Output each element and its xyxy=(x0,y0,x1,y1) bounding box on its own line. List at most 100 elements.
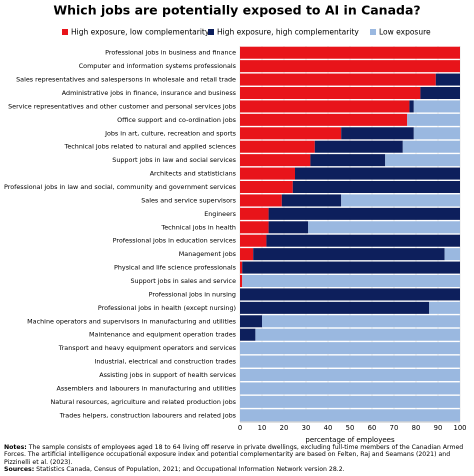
sources-body: Statistics Canada, Census of Population,… xyxy=(36,466,345,474)
bar-segment xyxy=(314,140,403,153)
bar-segment xyxy=(444,248,460,261)
bar-segment xyxy=(240,113,408,126)
bar-segment xyxy=(240,274,243,288)
y-tick-label: Professional jobs in health (except nurs… xyxy=(98,304,236,312)
x-tick-label: 10 xyxy=(258,424,267,432)
bar-segment xyxy=(242,261,460,274)
bar-segment xyxy=(409,100,414,113)
bar-segment xyxy=(341,127,414,140)
x-tick-label: 30 xyxy=(302,424,311,432)
y-tick-label: Physical and life science professionals xyxy=(114,264,237,272)
bar-segment xyxy=(240,301,430,314)
bar-segment xyxy=(240,221,269,234)
bar-segment xyxy=(255,328,460,341)
bar-segment xyxy=(295,167,460,180)
y-tick-label: Service representatives and other custom… xyxy=(8,102,237,110)
y-tick-label: Industrial, electrical and construction … xyxy=(94,358,236,366)
bar-segment xyxy=(266,234,460,247)
chart-title: Which jobs are potentially exposed to AI… xyxy=(53,3,420,18)
notes-body: The sample consists of employees aged 18… xyxy=(4,444,464,466)
bar-segment xyxy=(240,261,243,274)
bar-segment xyxy=(240,368,460,382)
bar-segment xyxy=(420,86,460,100)
y-tick-label: Sales representatives and salespersons i… xyxy=(16,76,236,84)
bar-segment xyxy=(240,248,254,261)
bar-segment xyxy=(262,315,460,328)
y-tick-label: Professional jobs in nursing xyxy=(149,290,236,298)
bar-segment xyxy=(240,154,311,167)
sources-label: Sources: xyxy=(4,466,35,474)
bar-segment xyxy=(308,221,460,234)
bar-segment xyxy=(310,154,386,167)
notes-text: Notes: The sample consists of employees … xyxy=(4,444,470,466)
x-tick-label: 80 xyxy=(412,424,421,432)
y-tick-label: Architects and statisticians xyxy=(150,170,237,178)
bar-segment xyxy=(240,328,256,341)
y-tick-label: Professional jobs in business and financ… xyxy=(105,49,236,57)
bar-segment xyxy=(240,46,460,59)
legend-label: High exposure, high complementarity xyxy=(217,28,359,37)
x-axis-label: percentage of employees xyxy=(305,436,395,444)
y-tick-label: Support jobs in law and social services xyxy=(112,156,236,164)
bar-segment xyxy=(435,73,460,86)
y-tick-label: Natural resources, agriculture and relat… xyxy=(51,398,237,406)
x-tick-label: 70 xyxy=(390,424,399,432)
bar-segment xyxy=(240,342,460,355)
bar-segment xyxy=(292,180,460,194)
x-tick-label: 90 xyxy=(434,424,443,432)
bar-segment xyxy=(268,207,460,220)
bar-segment xyxy=(281,194,342,207)
bar-segment xyxy=(240,86,421,100)
x-tick-label: 0 xyxy=(238,424,242,432)
legend-label: Low exposure xyxy=(379,28,431,37)
y-tick-label: Technical jobs related to natural and ap… xyxy=(64,143,237,151)
y-tick-label: Machine operators and supervisors in man… xyxy=(27,317,236,325)
bar-segment xyxy=(240,180,293,194)
y-tick-label: Sales and service supervisors xyxy=(141,196,236,204)
notes-label: Notes: xyxy=(4,444,27,451)
bar-segment xyxy=(240,234,267,247)
y-tick-label: Administrative jobs in finance, insuranc… xyxy=(62,89,237,97)
y-tick-label: Computer and information systems profess… xyxy=(79,62,237,70)
bar-segment xyxy=(253,248,445,261)
bar-segment xyxy=(240,60,460,73)
bar-segment xyxy=(341,194,460,207)
bar-segment xyxy=(240,409,460,422)
legend-swatch xyxy=(208,29,214,35)
bar-segment xyxy=(240,355,460,368)
bar-segment xyxy=(242,274,460,288)
bar-segment xyxy=(240,395,460,408)
bar-segment xyxy=(413,100,460,113)
y-tick-label: Support jobs in sales and service xyxy=(130,277,236,285)
x-tick-label: 20 xyxy=(280,424,289,432)
y-tick-label: Technical jobs in health xyxy=(160,223,236,231)
y-tick-label: Engineers xyxy=(204,210,236,218)
notes: Notes: The sample consists of employees … xyxy=(4,444,470,474)
bar-segment xyxy=(240,167,295,180)
bar-segment xyxy=(240,73,436,86)
bar-segment xyxy=(240,127,342,140)
bar-segment xyxy=(240,140,315,153)
bar-segment xyxy=(240,288,460,301)
legend-swatch xyxy=(62,29,68,35)
y-tick-label: Transport and heavy equipment operators … xyxy=(58,344,237,352)
y-tick-label: Office support and co-ordination jobs xyxy=(117,116,237,124)
bar-segment xyxy=(429,301,460,314)
bar-segment xyxy=(240,315,262,328)
y-tick-label: Jobs in art, culture, recreation and spo… xyxy=(104,129,237,137)
y-tick-label: Maintenance and equipment operation trad… xyxy=(89,331,237,339)
bar-segment xyxy=(268,221,309,234)
chart: Which jobs are potentially exposed to AI… xyxy=(4,3,467,445)
x-tick-label: 40 xyxy=(324,424,333,432)
bar-segment xyxy=(240,100,410,113)
bar-segment xyxy=(240,194,282,207)
y-tick-label: Professional jobs in education services xyxy=(113,237,237,245)
x-tick-label: 60 xyxy=(368,424,377,432)
sources-text: Sources: Statistics Canada, Census of Po… xyxy=(4,466,470,473)
x-tick-label: 50 xyxy=(346,424,355,432)
bar-segment xyxy=(402,140,460,153)
legend-swatch xyxy=(370,29,376,35)
legend-label: High exposure, low complementarity xyxy=(71,28,210,37)
y-tick-label: Assisting jobs in support of health serv… xyxy=(99,371,236,379)
